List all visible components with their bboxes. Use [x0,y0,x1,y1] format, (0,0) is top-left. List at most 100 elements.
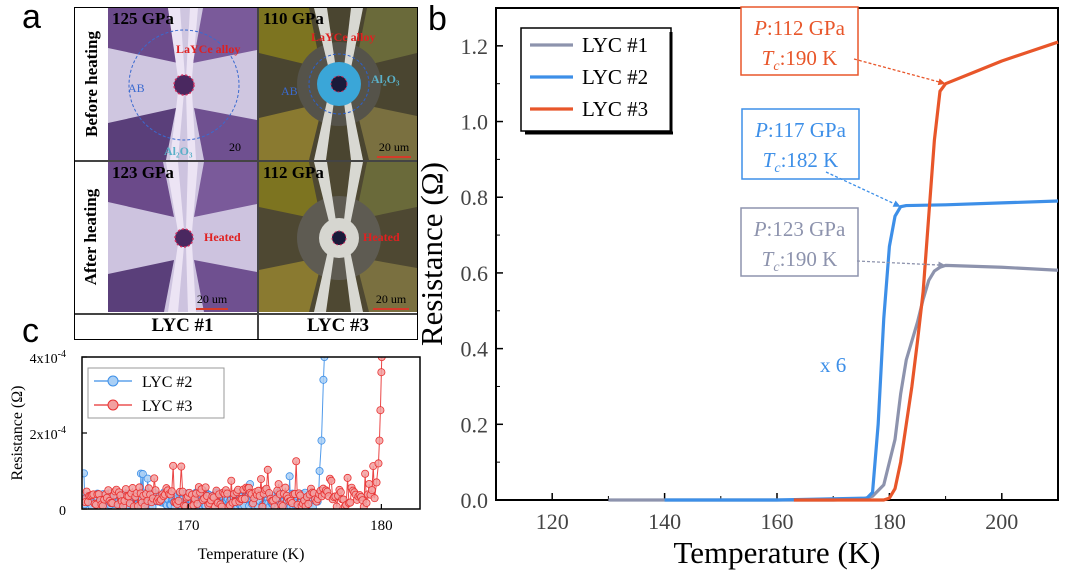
data-point [292,457,301,466]
data-point [93,490,102,499]
data-point [94,490,103,499]
photo-lyc1-after: 123 GPa Heated 20 um [108,162,257,312]
data-point [174,496,183,505]
data-point [253,501,262,509]
annotation-box [741,108,860,180]
data-point [147,498,156,507]
data-point [294,489,303,498]
data-point [353,495,362,504]
data-point [258,500,267,509]
data-point [142,489,151,498]
legend: LYC #1 LYC #2 LYC #3 [520,27,673,135]
data-point [169,497,178,506]
data-point [216,490,225,499]
data-point [246,488,255,497]
data-point [251,497,260,506]
data-point [195,502,204,509]
data-point [128,484,137,493]
data-point [154,494,163,503]
data-point [377,368,386,377]
data-point [138,498,147,507]
data-point [238,503,247,509]
data-point [275,490,284,499]
data-point [131,499,140,508]
data-point [336,488,345,497]
data-point [230,501,239,509]
data-point [171,495,180,504]
y-tick-label: 0.8 [461,185,489,210]
data-point [119,491,128,500]
data-point [226,500,235,509]
data-point [132,496,141,505]
data-point [134,489,143,498]
data-point [312,494,321,503]
data-point [157,498,166,507]
data-point [144,484,153,493]
data-point [109,491,118,500]
column-label-lyc3: LYC #3 [306,315,370,336]
data-point [239,485,248,494]
data-point [282,498,291,507]
data-point [267,498,276,507]
data-point [288,499,297,508]
data-point [88,496,97,505]
data-point [272,495,281,504]
data-point [248,499,257,508]
data-point [232,488,241,497]
data-point [235,500,244,509]
data-point [221,486,230,495]
data-point [250,502,259,509]
data-point [270,493,279,502]
x-tick-label: 160 [761,509,794,534]
data-point [148,502,157,509]
data-point [106,499,115,508]
data-point [309,489,318,498]
annotation-box [740,6,859,76]
data-point [376,406,385,415]
data-point [111,493,120,502]
data-point [162,500,171,509]
data-point [152,496,161,505]
data-point [175,487,184,496]
data-point [220,491,229,500]
data-point [234,485,243,494]
data-point [328,495,337,504]
data-point [374,459,383,468]
data-point [254,486,263,495]
series-line-c1 [83,357,325,509]
data-point [155,494,164,503]
data-point [137,489,146,498]
data-point [230,489,239,498]
data-point [303,492,312,501]
data-point [358,496,367,505]
x-axis-title: Temperature (K) [674,535,881,570]
data-point [161,490,170,499]
data-point [219,488,228,497]
ab-label: AB [281,84,298,98]
data-point [293,500,302,509]
data-point [295,498,304,507]
data-point [259,501,268,509]
data-point [93,489,102,498]
data-point [206,494,215,503]
y-tick-label: 0.2 [461,412,489,437]
data-point [314,492,323,501]
data-point [191,488,200,497]
column-label-lyc1: LYC #1 [151,315,214,336]
data-point [185,501,194,509]
data-point [135,483,144,492]
data-point [106,498,115,507]
data-point [236,494,245,503]
data-point [146,489,155,498]
data-point [246,480,255,489]
data-point [273,486,282,495]
data-point [204,490,213,499]
data-point [182,501,191,509]
data-point [199,498,208,507]
data-point [188,497,197,506]
data-point [150,474,159,483]
data-point [306,490,315,499]
data-point [98,501,107,509]
data-point [130,503,139,509]
data-point [277,492,286,501]
